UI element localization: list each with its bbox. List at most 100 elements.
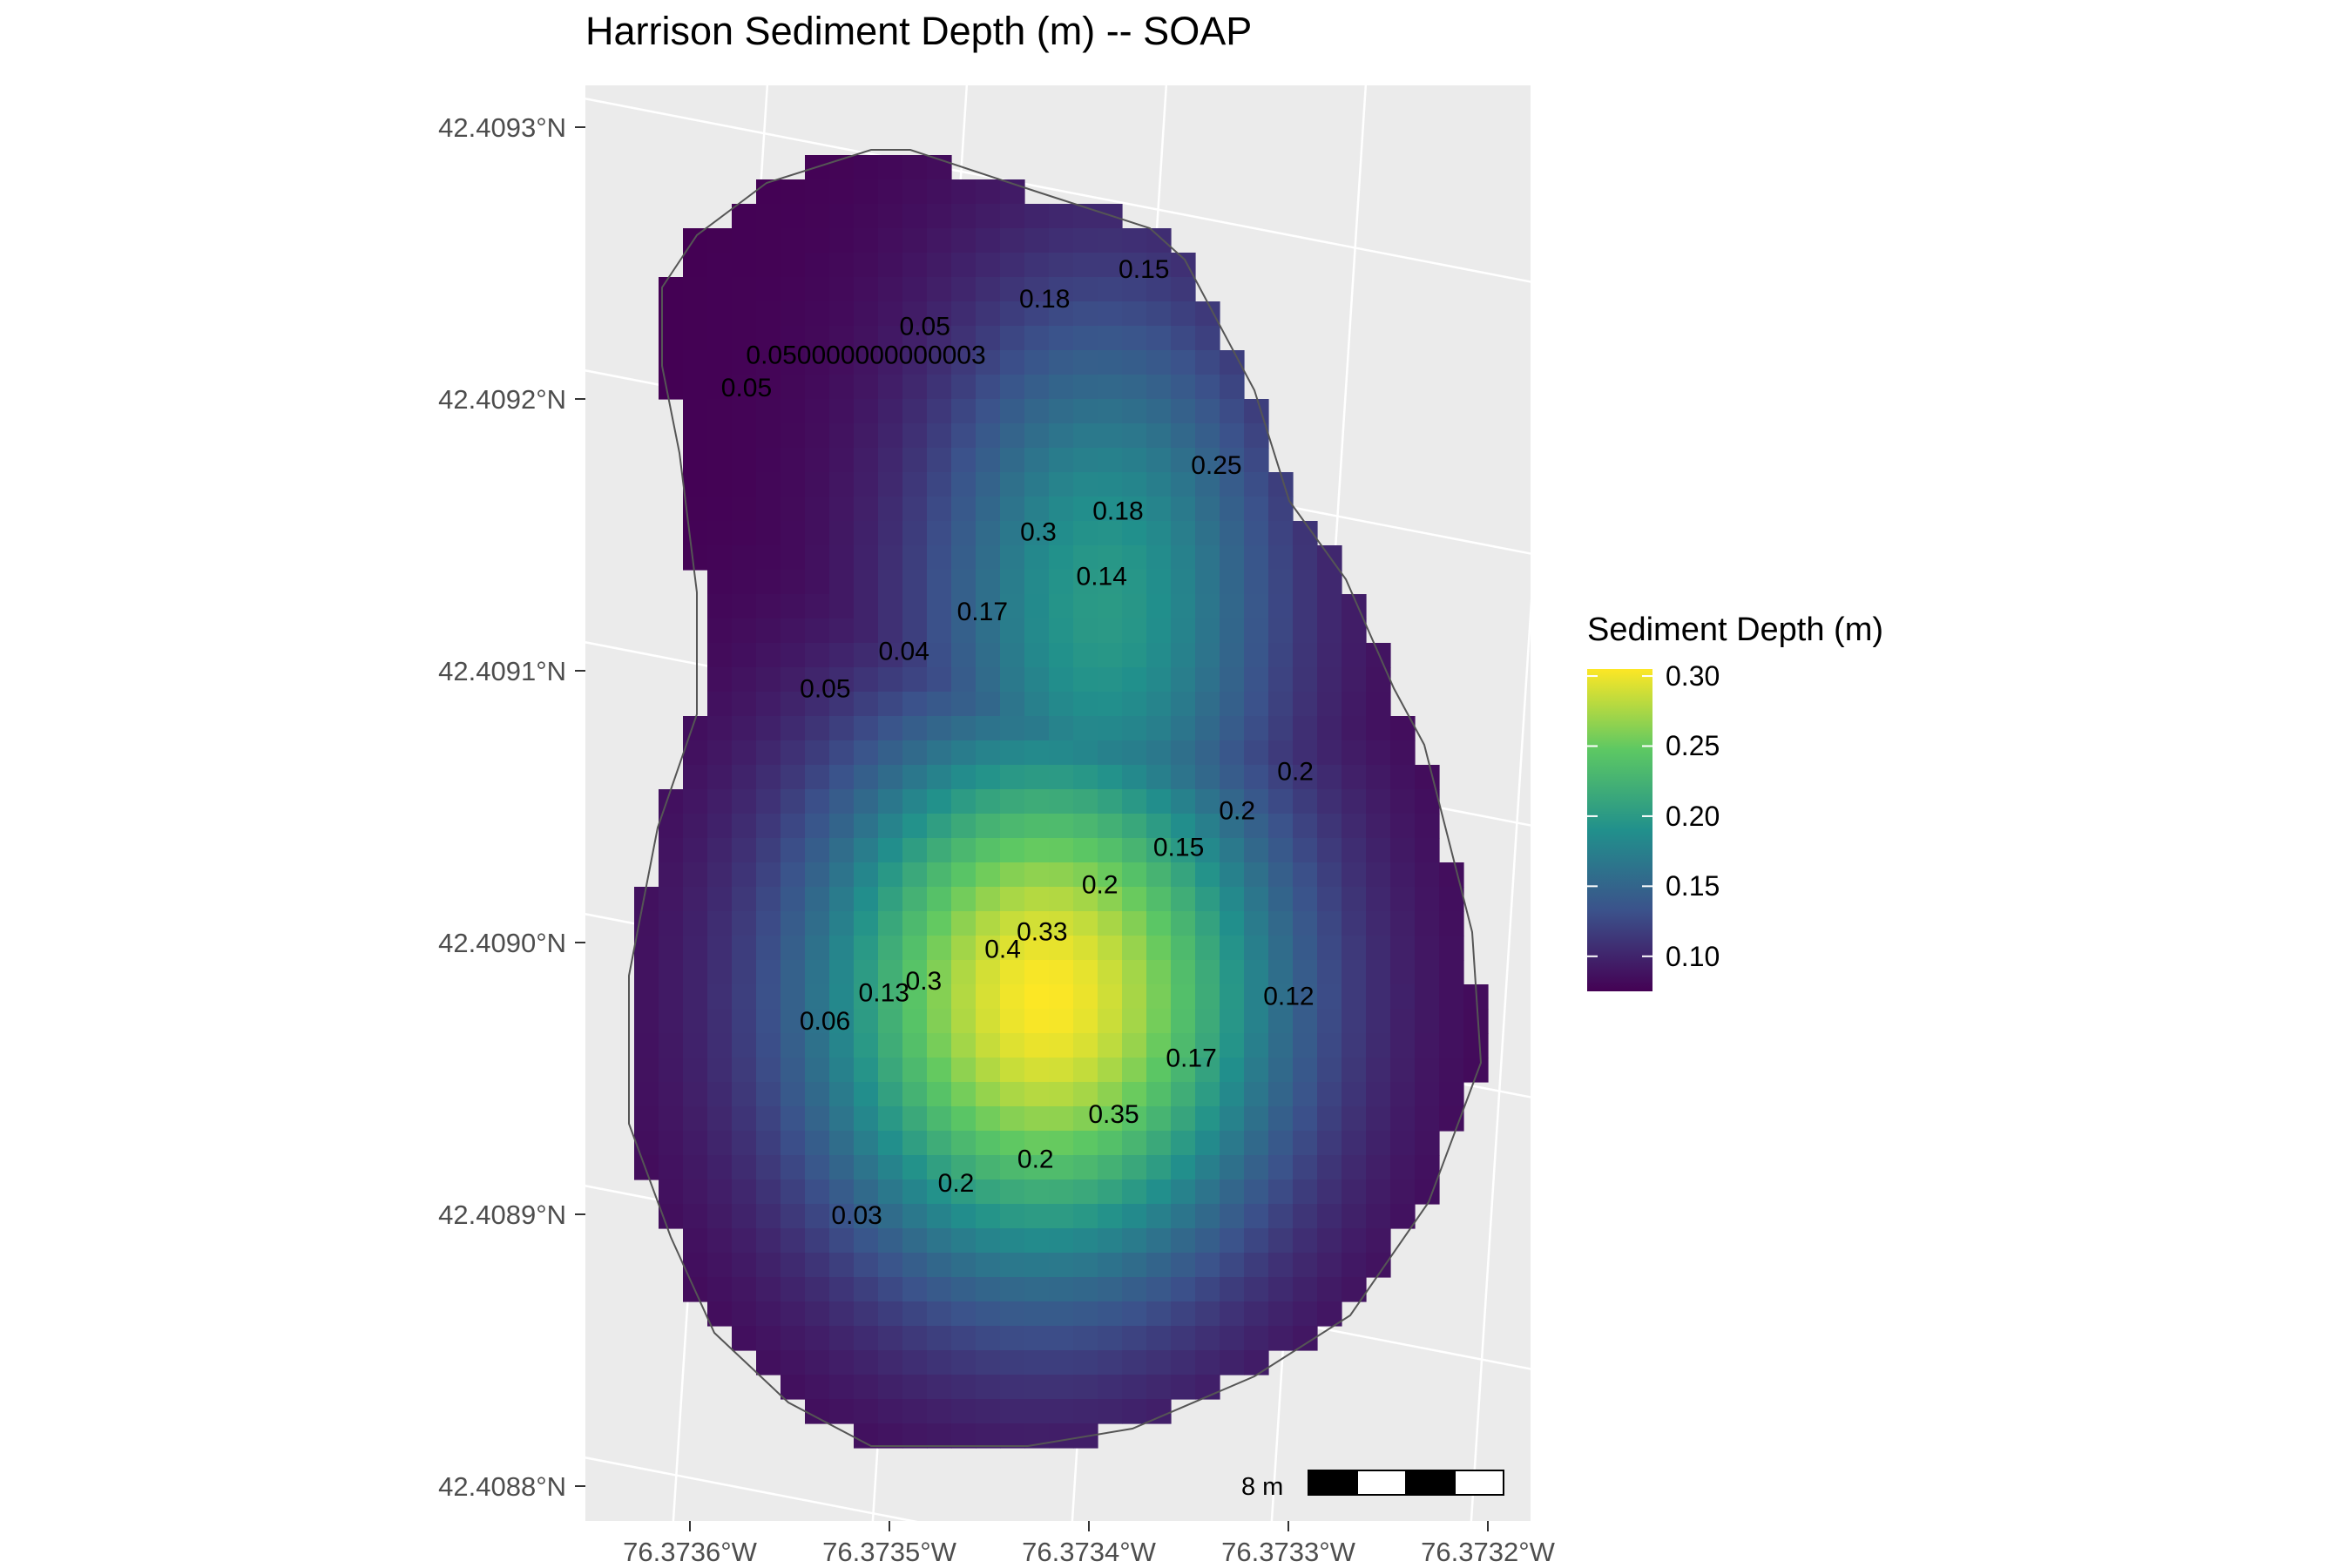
raster-cell [781, 375, 806, 400]
raster-cell [1073, 618, 1098, 644]
raster-cell [927, 1399, 952, 1424]
raster-cell [732, 277, 757, 302]
raster-cell [756, 277, 781, 302]
raster-cell [707, 521, 733, 546]
raster-cell [1293, 1228, 1318, 1254]
raster-cell [976, 326, 1001, 351]
raster-cell [1024, 1058, 1050, 1083]
raster-cell [1146, 740, 1172, 766]
raster-cell [829, 228, 855, 253]
raster-cell [707, 1228, 733, 1254]
raster-cell [683, 521, 708, 546]
raster-cell [976, 1009, 1001, 1034]
legend-ticks [1587, 675, 1652, 957]
raster-cell [829, 838, 855, 863]
raster-cell [1024, 1277, 1050, 1302]
raster-cell [1244, 789, 1269, 814]
raster-cell [1171, 1301, 1196, 1327]
sample-depth-label: 0.2 [938, 1169, 975, 1198]
raster-cell [659, 1179, 684, 1205]
raster-cell [1244, 1155, 1269, 1180]
raster-cell [1146, 1155, 1172, 1180]
raster-cell [1342, 1106, 1367, 1132]
raster-cell [756, 204, 781, 229]
raster-cell [854, 277, 879, 302]
raster-cell [781, 521, 806, 546]
raster-cell [902, 1228, 928, 1254]
raster-cell [927, 1253, 952, 1278]
raster-cell [1098, 497, 1123, 522]
legend-tick-label: 0.30 [1666, 660, 1720, 693]
raster-cell [1073, 716, 1098, 741]
raster-cell [1049, 1301, 1074, 1327]
raster-cell [1146, 911, 1172, 936]
raster-cell [1171, 960, 1196, 985]
raster-cell [1390, 936, 1416, 961]
raster-cell [1049, 1423, 1074, 1449]
raster-cell [1146, 984, 1172, 1010]
raster-cell [829, 1204, 855, 1229]
raster-cell [756, 814, 781, 839]
raster-cell [1195, 984, 1220, 1010]
raster-cell [1024, 1155, 1050, 1180]
scale-segment [1308, 1470, 1358, 1496]
raster-cell [781, 618, 806, 644]
raster-cell [1000, 1253, 1025, 1278]
raster-cell [927, 1423, 952, 1449]
raster-cell [805, 179, 830, 205]
raster-cell [1268, 643, 1294, 668]
raster-cell [1293, 1058, 1318, 1083]
raster-cell [683, 1155, 708, 1180]
raster-cell [1293, 1131, 1318, 1156]
raster-cell [878, 350, 903, 375]
raster-cell [756, 1009, 781, 1034]
raster-cell [1268, 1253, 1294, 1278]
raster-cell [1366, 1131, 1391, 1156]
raster-cell [951, 936, 977, 961]
raster-cell [829, 423, 855, 449]
raster-cell [878, 253, 903, 278]
raster-cell [1049, 326, 1074, 351]
raster-cell [976, 1423, 1001, 1449]
raster-cell [878, 1423, 903, 1449]
raster-cell [878, 765, 903, 790]
raster-cell [707, 1155, 733, 1180]
raster-cell [1073, 1301, 1098, 1327]
raster-cell [878, 594, 903, 619]
raster-cell [829, 1253, 855, 1278]
raster-cell [829, 472, 855, 497]
sample-depth-label: 0.15 [1119, 255, 1169, 284]
raster-cell [781, 1131, 806, 1156]
raster-cell [902, 594, 928, 619]
raster-cell [854, 862, 879, 888]
raster-cell [951, 618, 977, 644]
raster-cell [976, 399, 1001, 424]
raster-cell [1049, 1399, 1074, 1424]
raster-cell [805, 667, 830, 693]
raster-cell [927, 618, 952, 644]
raster-cell [902, 423, 928, 449]
raster-cell [756, 667, 781, 693]
raster-cell [902, 936, 928, 961]
sample-depth-label: 0.35 [1088, 1100, 1139, 1129]
raster-cell [1415, 838, 1440, 863]
raster-cell [927, 1058, 952, 1083]
raster-cell [1171, 1058, 1196, 1083]
raster-cell [732, 887, 757, 912]
raster-cell [927, 521, 952, 546]
sample-depth-label: 0.04 [878, 638, 929, 666]
raster-cell [1122, 1253, 1147, 1278]
raster-cell [1073, 1204, 1098, 1229]
raster-cell [1000, 204, 1025, 229]
raster-cell [854, 838, 879, 863]
raster-cell [781, 1204, 806, 1229]
raster-cell [659, 1155, 684, 1180]
raster-cell [976, 1228, 1001, 1254]
raster-cell [1195, 692, 1220, 717]
raster-cell [1024, 1301, 1050, 1327]
raster-cell [781, 643, 806, 668]
raster-cell [829, 984, 855, 1010]
raster-cell [781, 789, 806, 814]
raster-cell [1171, 521, 1196, 546]
raster-cell [1000, 1399, 1025, 1424]
